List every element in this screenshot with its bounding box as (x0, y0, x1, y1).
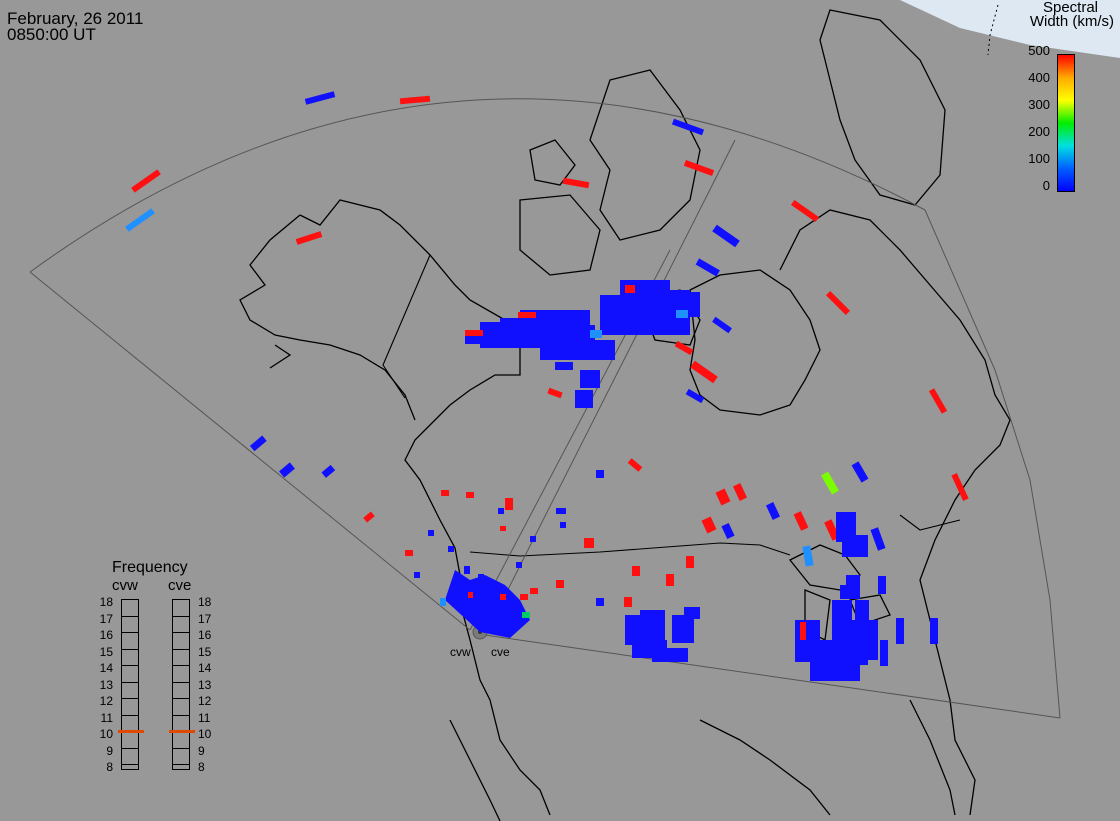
frequency-cell-divider (122, 714, 138, 716)
frequency-cell-divider (122, 764, 138, 765)
frequency-title: Frequency (112, 559, 188, 576)
frequency-tick-left: 12 (99, 694, 113, 708)
frequency-cell-divider (122, 615, 138, 617)
frequency-tick-right: 16 (198, 628, 212, 642)
frequency-label-cvw: cvw (112, 577, 138, 594)
frequency-marker (118, 730, 144, 733)
frequency-cell-divider (173, 681, 189, 683)
radar-label-cve: cve (491, 645, 510, 659)
frequency-cell-divider (122, 648, 138, 650)
coastlines (239, 9, 1011, 821)
frequency-tick-right: 11 (198, 710, 211, 725)
frequency-tick-left: 13 (99, 677, 113, 692)
frequency-tick-right: 15 (198, 644, 212, 659)
frequency-tick-right: 13 (198, 677, 212, 692)
frequency-cell-divider (173, 714, 189, 716)
echo-cells (125, 91, 969, 681)
frequency-cell-divider (173, 615, 189, 617)
frequency-tick-left: 8 (106, 760, 113, 774)
frequency-tick-left: 16 (99, 628, 113, 642)
frequency-cell-divider (122, 747, 138, 749)
colorbar-title-line2: Width (km/s) (1029, 13, 1114, 30)
frequency-tick-left: 10 (99, 727, 113, 741)
frequency-cell-divider (122, 681, 138, 683)
date-label: February, 26 2011 (7, 9, 144, 28)
terminator-line (987, 4, 999, 56)
colorbar-gradient (1057, 54, 1075, 192)
frequency-tick-right: 14 (198, 661, 212, 675)
frequency-tick-left: 18 (99, 595, 113, 609)
frequency-bar-cve (169, 599, 195, 770)
colorbar-tick: 500 (1028, 43, 1050, 58)
frequency-tick-left: 14 (99, 661, 113, 675)
frequency-cell-divider (173, 698, 189, 699)
frequency-tick-right: 8 (198, 760, 205, 774)
frequency-cell-divider (173, 665, 189, 666)
colorbar-tick: 400 (1028, 70, 1050, 85)
colorbar-tick: 200 (1028, 124, 1050, 139)
frequency-tick-left: 9 (106, 743, 113, 758)
frequency-marker (169, 730, 195, 733)
frequency-cell-divider (173, 747, 189, 749)
polar-region (900, 0, 1120, 58)
frequency-cell-divider (122, 632, 138, 633)
frequency-tick-right: 9 (198, 743, 205, 758)
frequency-label-cve: cve (168, 577, 192, 594)
frequency-tick-left: 11 (100, 710, 113, 725)
frequency-cell-divider (173, 648, 189, 650)
colorbar-title-line1: Spectral (1042, 0, 1098, 16)
frequency-tick-right: 10 (198, 727, 212, 741)
frequency-tick-right: 17 (198, 611, 212, 626)
radar-label-cvw: cvw (450, 645, 471, 659)
frequency-tick-left: 17 (99, 611, 113, 626)
frequency-cell-divider (173, 632, 189, 633)
colorbar-tick: 0 (1042, 178, 1050, 193)
colorbar-tick: 100 (1028, 151, 1050, 166)
frequency-cell-divider (122, 665, 138, 666)
frequency-tick-right: 18 (198, 595, 212, 609)
frequency-tick-right: 12 (198, 694, 212, 708)
time-label: 0850:00 UT (7, 25, 96, 44)
frequency-tick-left: 15 (99, 644, 113, 659)
frequency-cell-divider (122, 698, 138, 699)
frequency-cell-divider (173, 764, 189, 765)
colorbar-tick: 300 (1028, 97, 1050, 112)
frequency-bar-cvw (118, 599, 144, 770)
borders (382, 254, 961, 557)
